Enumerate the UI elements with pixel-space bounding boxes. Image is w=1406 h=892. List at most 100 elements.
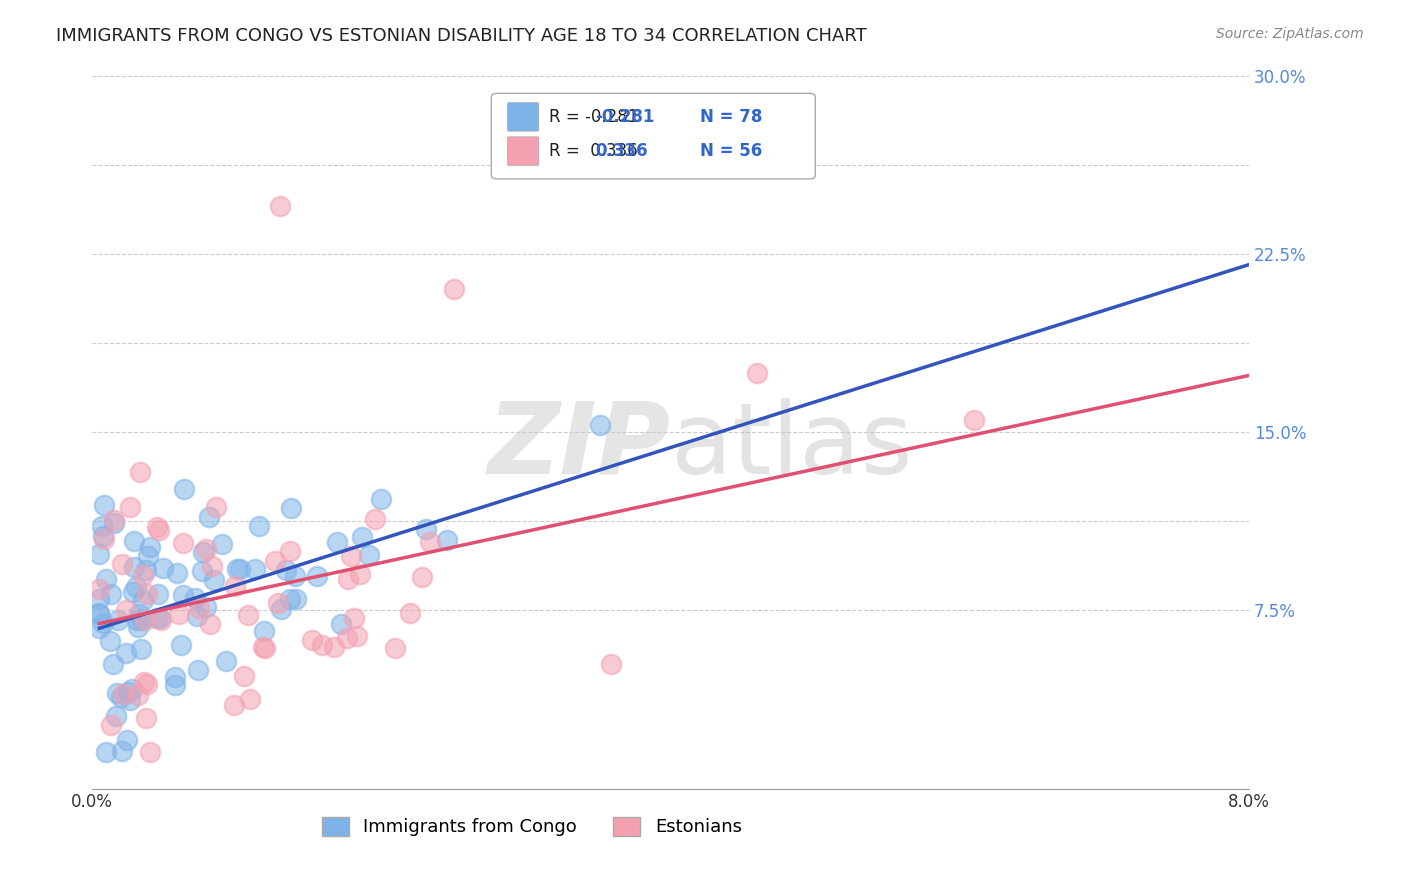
Point [169,638,191,652]
Legend: Immigrants from Congo, Estonians: Immigrants from Congo, Estonians [315,810,749,844]
Point [239,692,262,706]
Point [322,640,344,654]
Point [436,533,458,548]
Point [224,579,246,593]
Point [121,681,143,696]
Point [191,564,214,578]
Text: R =  0.336: R = 0.336 [550,142,638,160]
Point [111,744,134,758]
Point [186,608,208,623]
Point [111,687,134,701]
Point [103,513,125,527]
Point [104,709,127,723]
Point [117,685,139,699]
Text: -0.281: -0.281 [596,108,655,126]
Point [98,634,121,648]
Point [146,587,169,601]
Point [115,603,138,617]
Text: R = -0.281: R = -0.281 [550,108,638,126]
Point [134,613,156,627]
Point [90,518,112,533]
Point [131,613,153,627]
Point [132,592,155,607]
Point [110,690,132,705]
Point [252,640,274,654]
Point [89,591,111,606]
Point [229,562,252,576]
Text: 0.336: 0.336 [596,142,648,160]
Point [132,674,155,689]
Point [346,629,368,643]
Point [94,745,117,759]
Point [284,569,307,583]
Point [285,592,308,607]
Point [222,698,245,713]
Point [280,500,302,515]
Point [103,516,125,530]
Point [127,688,149,702]
Point [188,600,211,615]
Point [336,631,359,645]
Point [350,530,373,544]
Point [89,547,111,561]
FancyBboxPatch shape [508,103,538,131]
Point [166,566,188,580]
Point [136,677,159,691]
Point [243,562,266,576]
Point [128,465,150,479]
Point [150,613,173,627]
Point [115,733,138,747]
Point [187,663,209,677]
Point [165,670,187,684]
Point [100,586,122,600]
Point [135,563,157,577]
Point [139,745,162,759]
Point [419,535,441,549]
Point [93,498,115,512]
Point [263,554,285,568]
Point [105,686,128,700]
Point [125,613,148,627]
Point [589,417,612,432]
Point [340,549,363,563]
Point [330,617,353,632]
Point [131,642,153,657]
FancyBboxPatch shape [491,94,815,179]
Point [148,524,170,538]
Text: IMMIGRANTS FROM CONGO VS ESTONIAN DISABILITY AGE 18 TO 34 CORRELATION CHART: IMMIGRANTS FROM CONGO VS ESTONIAN DISABI… [56,27,868,45]
Point [89,607,111,621]
Point [172,588,194,602]
Point [963,413,986,427]
Point [202,573,225,587]
Point [357,548,380,562]
Point [226,562,249,576]
Point [364,512,387,526]
Point [349,566,371,581]
Point [201,558,224,573]
Text: ZIP: ZIP [488,398,671,495]
Point [232,669,254,683]
Point [278,591,301,606]
Point [139,540,162,554]
Point [121,584,143,599]
Point [301,632,323,647]
Point [135,711,157,725]
Point [343,611,366,625]
Point [195,541,218,556]
Point [253,624,276,639]
Point [215,654,238,668]
Point [91,615,114,630]
Point [136,549,159,563]
FancyBboxPatch shape [508,136,538,165]
Point [135,587,157,601]
Point [125,580,148,594]
Text: N = 56: N = 56 [700,142,762,160]
Point [443,282,465,296]
Point [100,718,122,732]
Point [122,560,145,574]
Point [269,199,291,213]
Point [747,366,769,380]
Text: Source: ZipAtlas.com: Source: ZipAtlas.com [1216,27,1364,41]
Point [267,596,290,610]
Point [326,535,349,549]
